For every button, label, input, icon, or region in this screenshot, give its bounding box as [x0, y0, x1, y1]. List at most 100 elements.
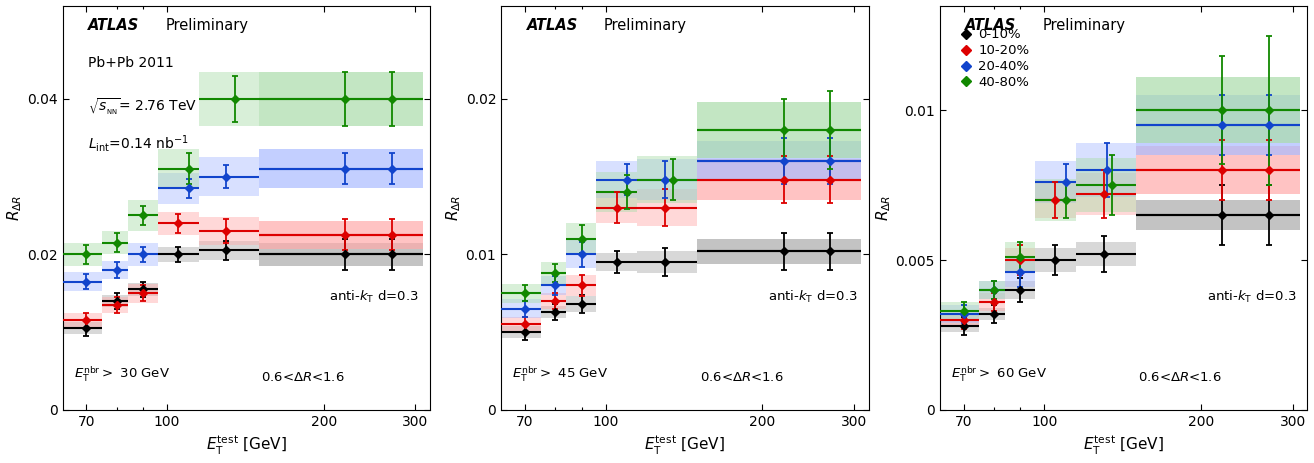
- Bar: [637, 156, 698, 203]
- Text: $E_{\mathrm{T}}^{\mathrm{nbr}}>$ 60 GeV: $E_{\mathrm{T}}^{\mathrm{nbr}}>$ 60 GeV: [951, 364, 1047, 383]
- Text: anti-$k_{\mathrm{T}}$ d=0.3: anti-$k_{\mathrm{T}}$ d=0.3: [1206, 288, 1296, 305]
- Bar: [1135, 200, 1300, 230]
- Bar: [259, 221, 423, 249]
- X-axis label: $E_{\mathrm{T}}^{\mathrm{test}}$ [GeV]: $E_{\mathrm{T}}^{\mathrm{test}}$ [GeV]: [1083, 434, 1164, 457]
- Y-axis label: $R_{\Delta R}$: $R_{\Delta R}$: [444, 194, 463, 221]
- Bar: [597, 172, 637, 213]
- Text: anti-$k_{\mathrm{T}}$ d=0.3: anti-$k_{\mathrm{T}}$ d=0.3: [767, 288, 858, 305]
- Text: ATLAS: ATLAS: [527, 18, 578, 33]
- Bar: [940, 320, 979, 332]
- Bar: [1035, 182, 1076, 218]
- Bar: [698, 102, 862, 158]
- Bar: [127, 283, 158, 295]
- Text: ATLAS: ATLAS: [966, 18, 1017, 33]
- Bar: [540, 276, 566, 295]
- Text: 0.6<$\Delta R$<1.6: 0.6<$\Delta R$<1.6: [1138, 370, 1222, 383]
- Text: Preliminary: Preliminary: [604, 18, 687, 33]
- Bar: [127, 200, 158, 231]
- Bar: [259, 243, 423, 266]
- Bar: [566, 275, 597, 296]
- Text: 0.6<$\Delta R$<1.6: 0.6<$\Delta R$<1.6: [699, 370, 783, 383]
- Bar: [1135, 146, 1300, 194]
- Bar: [637, 159, 698, 200]
- Bar: [940, 302, 979, 320]
- Bar: [158, 212, 198, 235]
- Bar: [1135, 95, 1300, 155]
- Bar: [540, 262, 566, 284]
- Bar: [698, 159, 862, 200]
- Bar: [698, 239, 862, 263]
- Bar: [501, 284, 540, 302]
- Legend: 0-10%, 10-20%, 20-40%, 40-80%: 0-10%, 10-20%, 20-40%, 40-80%: [961, 28, 1029, 89]
- Bar: [940, 305, 979, 323]
- Bar: [1076, 158, 1135, 212]
- Bar: [698, 102, 862, 158]
- Bar: [1135, 146, 1300, 194]
- Bar: [597, 253, 637, 271]
- Text: $\sqrt{s_{_{\mathrm{NN}}}}$= 2.76 TeV: $\sqrt{s_{_{\mathrm{NN}}}}$= 2.76 TeV: [88, 96, 197, 118]
- Bar: [540, 293, 566, 309]
- X-axis label: $E_{\mathrm{T}}^{\mathrm{test}}$ [GeV]: $E_{\mathrm{T}}^{\mathrm{test}}$ [GeV]: [206, 434, 286, 457]
- Bar: [1005, 257, 1035, 287]
- Text: anti-$k_{\mathrm{T}}$ d=0.3: anti-$k_{\mathrm{T}}$ d=0.3: [330, 288, 419, 305]
- Bar: [1135, 77, 1300, 144]
- Y-axis label: $R_{\Delta R}$: $R_{\Delta R}$: [5, 194, 24, 221]
- Text: ATLAS: ATLAS: [88, 18, 139, 33]
- Bar: [597, 192, 637, 223]
- Bar: [637, 251, 698, 273]
- Text: $E_{\mathrm{T}}^{\mathrm{nbr}}>$ 30 GeV: $E_{\mathrm{T}}^{\mathrm{nbr}}>$ 30 GeV: [74, 364, 170, 383]
- Bar: [501, 317, 540, 332]
- Bar: [566, 223, 597, 254]
- Text: $L_{\mathrm{int}}$=0.14 nb$^{-1}$: $L_{\mathrm{int}}$=0.14 nb$^{-1}$: [88, 133, 189, 154]
- Text: Preliminary: Preliminary: [1042, 18, 1126, 33]
- Bar: [637, 189, 698, 226]
- X-axis label: $E_{\mathrm{T}}^{\mathrm{test}}$ [GeV]: $E_{\mathrm{T}}^{\mathrm{test}}$ [GeV]: [644, 434, 725, 457]
- Bar: [940, 314, 979, 326]
- Bar: [1035, 248, 1076, 272]
- Bar: [102, 295, 127, 307]
- Bar: [1135, 95, 1300, 155]
- Bar: [501, 300, 540, 318]
- Bar: [979, 281, 1005, 299]
- Bar: [1035, 161, 1076, 203]
- Bar: [63, 272, 102, 291]
- Bar: [259, 72, 423, 126]
- Bar: [158, 173, 198, 204]
- Bar: [698, 159, 862, 200]
- Bar: [63, 313, 102, 328]
- Bar: [158, 150, 198, 188]
- Bar: [566, 240, 597, 269]
- Bar: [979, 308, 1005, 320]
- Bar: [127, 284, 158, 302]
- Bar: [259, 243, 423, 266]
- Bar: [63, 243, 102, 266]
- Bar: [198, 157, 259, 196]
- Bar: [259, 221, 423, 249]
- Text: Pb+Pb 2011: Pb+Pb 2011: [88, 56, 173, 70]
- Bar: [1135, 200, 1300, 230]
- Y-axis label: $R_{\Delta R}$: $R_{\Delta R}$: [874, 194, 892, 221]
- Bar: [259, 150, 423, 188]
- Bar: [540, 306, 566, 318]
- Bar: [259, 72, 423, 126]
- Bar: [597, 161, 637, 198]
- Text: $E_{\mathrm{T}}^{\mathrm{nbr}}>$ 45 GeV: $E_{\mathrm{T}}^{\mathrm{nbr}}>$ 45 GeV: [512, 364, 608, 383]
- Text: Preliminary: Preliminary: [166, 18, 248, 33]
- Bar: [979, 281, 1005, 299]
- Bar: [979, 293, 1005, 311]
- Bar: [1005, 248, 1035, 272]
- Bar: [1076, 144, 1135, 197]
- Bar: [1005, 242, 1035, 272]
- Bar: [102, 231, 127, 254]
- Bar: [1035, 179, 1076, 221]
- Bar: [698, 239, 862, 263]
- Bar: [1076, 242, 1135, 266]
- Bar: [102, 261, 127, 279]
- Bar: [102, 297, 127, 313]
- Bar: [1135, 77, 1300, 144]
- Bar: [158, 247, 198, 262]
- Bar: [259, 150, 423, 188]
- Bar: [698, 141, 862, 181]
- Bar: [1005, 281, 1035, 299]
- Bar: [63, 322, 102, 334]
